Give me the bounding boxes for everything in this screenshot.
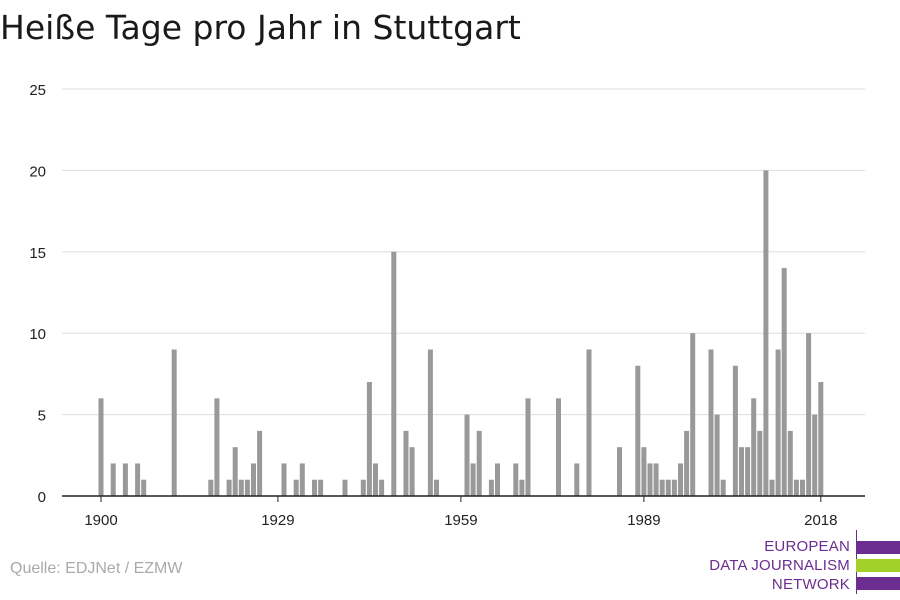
bar xyxy=(751,398,757,496)
bar xyxy=(763,170,769,496)
bar xyxy=(135,463,141,496)
y-tick-label: 20 xyxy=(29,163,46,180)
bar xyxy=(312,479,317,496)
bar xyxy=(678,463,683,496)
bar xyxy=(391,251,397,496)
bar xyxy=(171,349,177,496)
bar xyxy=(226,479,232,496)
bar xyxy=(293,479,299,496)
bar xyxy=(714,414,720,496)
bar xyxy=(366,382,372,496)
bar xyxy=(653,463,659,496)
bar xyxy=(232,447,238,496)
bar xyxy=(513,463,519,496)
x-tick-label: 1959 xyxy=(444,512,477,529)
logo-line-3: NETWORK xyxy=(771,576,850,593)
x-tick-label: 2018 xyxy=(804,512,837,529)
bar xyxy=(787,430,793,496)
bar xyxy=(635,365,641,496)
bar xyxy=(281,463,287,496)
x-tick-label: 1989 xyxy=(627,512,660,529)
edjnet-logo: EUROPEAN DATA JOURNALISM NETWORK xyxy=(700,530,900,594)
bar xyxy=(488,479,494,496)
y-tick-label: 5 xyxy=(38,408,46,425)
bar xyxy=(360,479,366,496)
bar xyxy=(257,430,263,496)
bar xyxy=(238,479,244,496)
y-tick-label: 25 xyxy=(29,82,46,99)
bar xyxy=(659,479,665,496)
bar xyxy=(464,414,470,496)
bar xyxy=(409,447,415,496)
bar xyxy=(98,398,104,496)
bar xyxy=(647,463,653,496)
bar xyxy=(495,463,500,496)
bar xyxy=(690,333,696,496)
bar xyxy=(745,447,751,496)
bar xyxy=(720,479,726,496)
logo-bar-purple-bottom xyxy=(856,577,900,590)
bar xyxy=(251,463,256,496)
y-tick-label: 0 xyxy=(38,489,46,506)
chart-title: Heiße Tage pro Jahr in Stuttgart xyxy=(0,8,521,47)
x-tick-label: 1900 xyxy=(84,512,117,529)
bar xyxy=(574,463,580,496)
bar xyxy=(671,479,677,496)
bar xyxy=(299,463,305,496)
bar xyxy=(732,365,738,496)
bar xyxy=(214,398,220,496)
bar xyxy=(800,479,805,496)
bar xyxy=(641,447,647,496)
bar xyxy=(775,349,781,496)
x-tick-label: 1929 xyxy=(261,512,294,529)
bar xyxy=(110,463,116,496)
bar xyxy=(519,479,525,496)
bar xyxy=(617,447,622,496)
bar xyxy=(141,479,147,496)
bar xyxy=(403,430,409,496)
bar xyxy=(379,479,385,496)
bar xyxy=(427,349,433,496)
bar xyxy=(818,382,824,496)
logo-line-1: EUROPEAN xyxy=(764,538,850,555)
bar xyxy=(342,479,348,496)
logo-line-2: DATA JOURNALISM xyxy=(709,557,850,574)
bar xyxy=(769,479,775,496)
bar xyxy=(812,414,818,496)
bar xyxy=(708,349,714,496)
bar xyxy=(806,333,812,496)
bar xyxy=(556,398,561,496)
logo-bar-green xyxy=(856,559,900,572)
bar xyxy=(373,463,378,496)
bar xyxy=(781,268,787,496)
y-tick-label: 15 xyxy=(29,245,46,262)
source-note: Quelle: EDJNet / EZMW xyxy=(10,560,183,577)
bar xyxy=(739,447,744,496)
bar xyxy=(793,479,799,496)
bar xyxy=(318,479,324,496)
bar xyxy=(684,430,690,496)
bar xyxy=(476,430,482,496)
bar xyxy=(525,398,531,496)
bar xyxy=(244,479,250,496)
bar xyxy=(470,463,476,496)
logo-bar-purple-top xyxy=(856,541,900,554)
bar xyxy=(757,430,763,496)
bar xyxy=(665,479,671,496)
bar xyxy=(208,479,214,496)
bar xyxy=(586,349,592,496)
bar xyxy=(122,463,128,496)
y-tick-label: 10 xyxy=(29,326,46,343)
bar xyxy=(434,479,439,496)
